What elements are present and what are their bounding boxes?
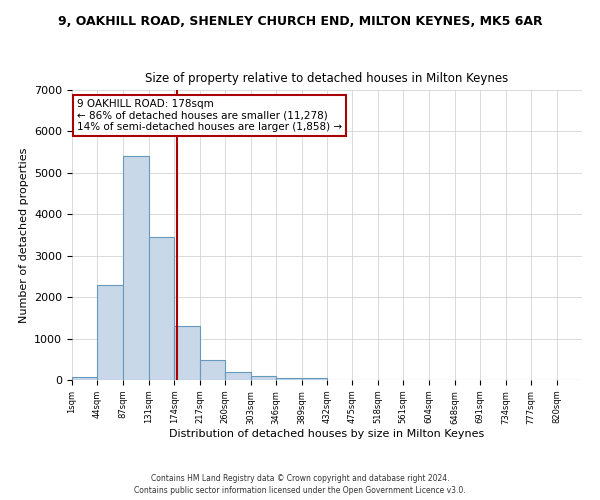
Bar xyxy=(225,372,251,380)
Y-axis label: Number of detached properties: Number of detached properties xyxy=(19,148,29,322)
Bar xyxy=(149,237,175,380)
Bar xyxy=(175,326,200,380)
Bar xyxy=(302,378,327,380)
Bar xyxy=(251,376,276,380)
Title: Size of property relative to detached houses in Milton Keynes: Size of property relative to detached ho… xyxy=(145,72,509,85)
Bar xyxy=(97,284,123,380)
Bar xyxy=(72,377,97,380)
Text: 9, OAKHILL ROAD, SHENLEY CHURCH END, MILTON KEYNES, MK5 6AR: 9, OAKHILL ROAD, SHENLEY CHURCH END, MIL… xyxy=(58,15,542,28)
Bar xyxy=(200,360,225,380)
Text: 9 OAKHILL ROAD: 178sqm
← 86% of detached houses are smaller (11,278)
14% of semi: 9 OAKHILL ROAD: 178sqm ← 86% of detached… xyxy=(77,98,342,132)
X-axis label: Distribution of detached houses by size in Milton Keynes: Distribution of detached houses by size … xyxy=(169,430,485,440)
Bar xyxy=(276,378,302,380)
Text: Contains HM Land Registry data © Crown copyright and database right 2024.
Contai: Contains HM Land Registry data © Crown c… xyxy=(134,474,466,495)
Bar xyxy=(123,156,149,380)
